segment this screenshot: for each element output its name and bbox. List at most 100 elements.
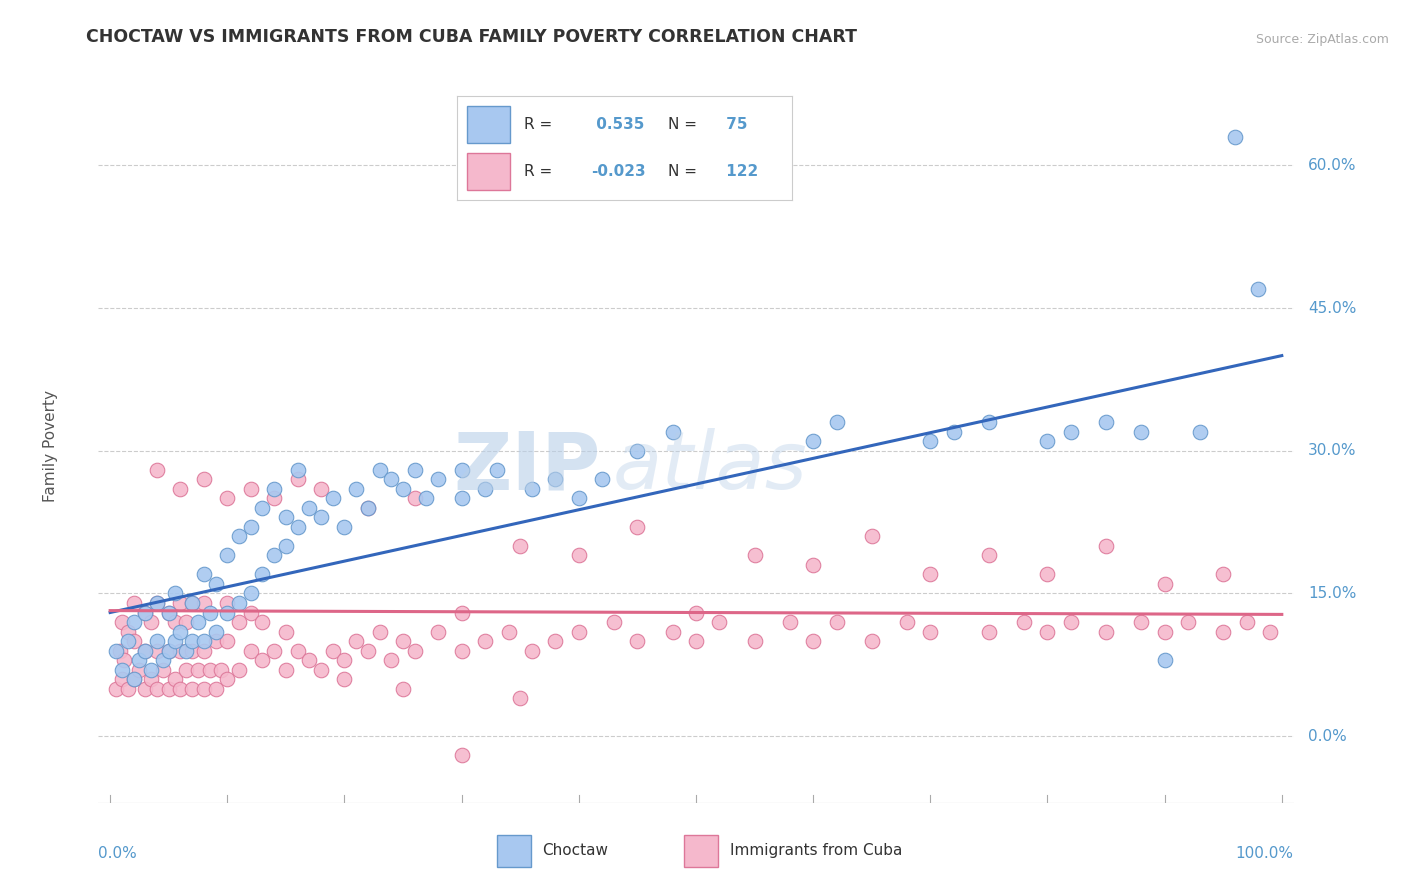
Text: 0.0%: 0.0% bbox=[1308, 729, 1347, 744]
Point bbox=[141, 663, 163, 677]
Point bbox=[117, 624, 139, 639]
Point bbox=[896, 615, 918, 629]
Text: 15.0%: 15.0% bbox=[1308, 586, 1357, 601]
Point bbox=[146, 681, 169, 696]
Point bbox=[309, 663, 332, 677]
Point bbox=[920, 567, 942, 582]
Point bbox=[217, 549, 239, 563]
Text: CHOCTAW VS IMMIGRANTS FROM CUBA FAMILY POVERTY CORRELATION CHART: CHOCTAW VS IMMIGRANTS FROM CUBA FAMILY P… bbox=[87, 29, 858, 46]
Point bbox=[169, 643, 191, 657]
Point bbox=[228, 615, 250, 629]
Point bbox=[1177, 615, 1199, 629]
Point bbox=[274, 663, 297, 677]
Point bbox=[141, 672, 163, 686]
Point bbox=[860, 529, 883, 543]
Point bbox=[181, 643, 204, 657]
Point bbox=[977, 415, 1000, 429]
Text: Source: ZipAtlas.com: Source: ZipAtlas.com bbox=[1256, 33, 1389, 46]
Point bbox=[111, 663, 134, 677]
Text: 100.0%: 100.0% bbox=[1236, 846, 1294, 861]
Point bbox=[368, 624, 391, 639]
Point bbox=[163, 672, 186, 686]
Point bbox=[1130, 425, 1153, 439]
Point bbox=[685, 606, 707, 620]
Point bbox=[1036, 434, 1059, 449]
Point bbox=[169, 624, 191, 639]
Point bbox=[509, 539, 531, 553]
Point bbox=[825, 615, 848, 629]
Point bbox=[105, 681, 128, 696]
Point bbox=[1130, 615, 1153, 629]
Point bbox=[169, 596, 191, 610]
Point bbox=[193, 472, 215, 486]
Point bbox=[1236, 615, 1258, 629]
Point bbox=[404, 463, 426, 477]
Point bbox=[217, 596, 239, 610]
Point bbox=[204, 577, 226, 591]
Point bbox=[404, 643, 426, 657]
Point bbox=[239, 643, 262, 657]
Point bbox=[509, 691, 531, 706]
Point bbox=[174, 643, 197, 657]
Point bbox=[1153, 653, 1175, 667]
Point bbox=[169, 681, 191, 696]
Point bbox=[801, 558, 824, 572]
Point bbox=[357, 500, 380, 515]
Point bbox=[193, 643, 215, 657]
Point bbox=[1060, 425, 1083, 439]
Text: ZIP: ZIP bbox=[453, 428, 600, 507]
Point bbox=[744, 549, 766, 563]
Point bbox=[322, 643, 344, 657]
Point bbox=[415, 491, 437, 506]
Point bbox=[187, 663, 209, 677]
Point bbox=[1153, 624, 1175, 639]
Point bbox=[157, 643, 180, 657]
Point bbox=[568, 549, 591, 563]
Point bbox=[626, 443, 648, 458]
Point bbox=[134, 606, 156, 620]
Point bbox=[860, 634, 883, 648]
Point bbox=[204, 624, 226, 639]
Point bbox=[344, 482, 367, 496]
Point bbox=[163, 615, 186, 629]
Point bbox=[128, 653, 150, 667]
Point bbox=[252, 500, 274, 515]
Point bbox=[333, 520, 356, 534]
Point bbox=[333, 653, 356, 667]
Point bbox=[128, 663, 150, 677]
Point bbox=[427, 624, 450, 639]
Point bbox=[134, 681, 156, 696]
Point bbox=[287, 463, 309, 477]
Point bbox=[404, 491, 426, 506]
Point bbox=[122, 672, 145, 686]
Point bbox=[309, 510, 332, 524]
Point bbox=[801, 634, 824, 648]
Point bbox=[108, 643, 131, 657]
Point bbox=[134, 643, 156, 657]
Point bbox=[474, 634, 496, 648]
Point bbox=[274, 510, 297, 524]
Point bbox=[146, 596, 169, 610]
Point bbox=[111, 672, 134, 686]
Point bbox=[193, 634, 215, 648]
Point bbox=[1153, 577, 1175, 591]
Point bbox=[181, 634, 204, 648]
Point bbox=[105, 643, 128, 657]
Point bbox=[274, 624, 297, 639]
Point bbox=[146, 463, 169, 477]
Point bbox=[287, 520, 309, 534]
Point bbox=[544, 472, 567, 486]
Point bbox=[134, 606, 156, 620]
Point bbox=[380, 472, 402, 486]
Point bbox=[228, 529, 250, 543]
Point bbox=[122, 615, 145, 629]
Point bbox=[427, 472, 450, 486]
Point bbox=[193, 596, 215, 610]
Point bbox=[239, 520, 262, 534]
Point bbox=[122, 596, 145, 610]
Point bbox=[122, 672, 145, 686]
Point bbox=[228, 663, 250, 677]
Point bbox=[709, 615, 731, 629]
Point bbox=[239, 482, 262, 496]
Point bbox=[661, 425, 683, 439]
